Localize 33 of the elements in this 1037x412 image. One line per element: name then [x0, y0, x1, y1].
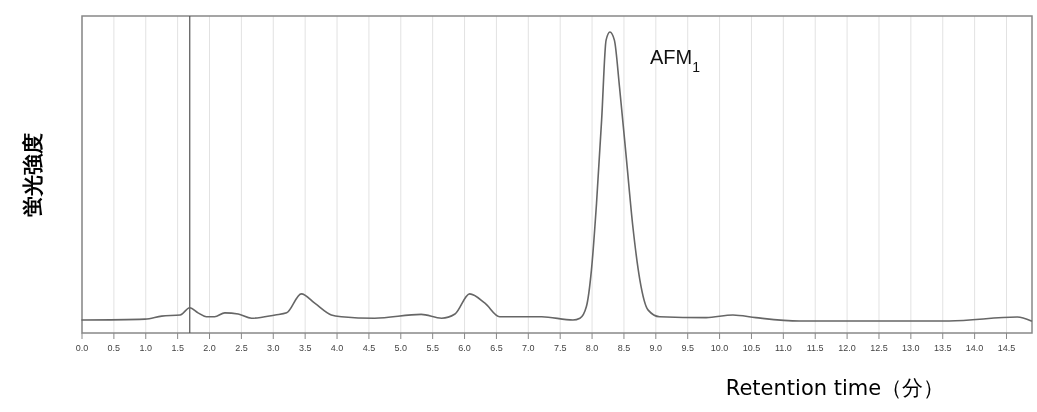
x-tick-label: 11.5 [806, 343, 824, 353]
y-axis-title: 蛍光強度 [21, 132, 45, 217]
x-tick-label: 9.5 [681, 343, 694, 353]
x-tick-label: 6.0 [458, 343, 471, 353]
x-tick-label: 0.0 [75, 343, 89, 353]
x-tick-label: 7.5 [553, 343, 567, 353]
x-tick-label: 1.5 [171, 343, 184, 353]
x-tick-label: 11.0 [774, 343, 792, 353]
x-tick-label: 12.0 [838, 343, 856, 353]
x-tick-label: 10.5 [742, 343, 761, 353]
x-tick-label: 4.0 [330, 343, 344, 353]
x-tick-label: 5.0 [394, 343, 408, 353]
x-tick-label: 13.5 [933, 343, 952, 353]
x-tick-label: 14.0 [965, 343, 984, 353]
x-tick-label: 1.0 [139, 343, 153, 353]
x-tick-label: 3.5 [298, 343, 312, 353]
x-tick-label: 5.5 [426, 343, 439, 353]
x-tick-label: 3.0 [267, 343, 280, 353]
x-tick-label: 14.5 [997, 343, 1016, 353]
x-tick-label: 2.0 [203, 343, 216, 353]
x-tick-label: 2.5 [235, 343, 248, 353]
x-tick-label: 12.5 [870, 343, 888, 353]
x-tick-label: 7.0 [522, 343, 535, 353]
x-tick-label: 9.0 [649, 343, 663, 353]
x-tick-label: 8.5 [617, 343, 631, 353]
x-tick-label: 6.5 [490, 343, 503, 353]
x-tick-label: 8.0 [585, 343, 599, 353]
annotation: AFM$_{1}$ [649, 46, 701, 75]
x-tick-label: 0.5 [107, 343, 121, 353]
x-tick-label: 13.0 [902, 343, 920, 353]
x-tick-label: 4.5 [362, 343, 376, 353]
x-tick-label: 10.0 [710, 343, 729, 353]
x-axis-title: Retention time（分） [725, 376, 945, 400]
